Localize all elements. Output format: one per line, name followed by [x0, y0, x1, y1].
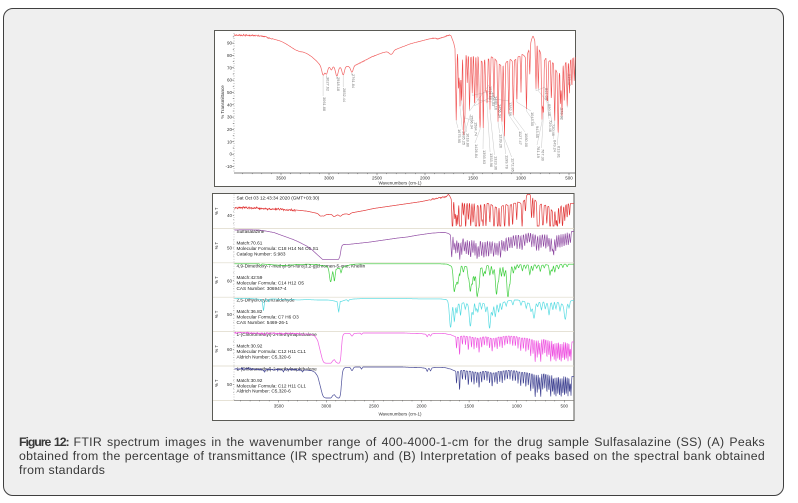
- svg-text:% Transmittance: % Transmittance: [220, 85, 225, 119]
- svg-text:720.46: 720.46: [551, 124, 556, 136]
- svg-text:Molecular Formula: C12 H11 CL: Molecular Formula: C12 H11 CL1: [237, 349, 307, 354]
- svg-text:3061.88: 3061.88: [322, 97, 327, 111]
- svg-text:Sulfasalazine: Sulfasalazine: [237, 229, 265, 234]
- svg-text:50: 50: [227, 382, 233, 387]
- svg-text:729.48: 729.48: [548, 120, 553, 132]
- svg-text:Molecular Formula: C12 H11 CL: Molecular Formula: C12 H11 CL1: [237, 383, 307, 388]
- svg-text:Match:42:59: Match:42:59: [237, 275, 263, 280]
- svg-text:10: 10: [227, 139, 233, 144]
- svg-text:1393.63: 1393.63: [482, 150, 487, 164]
- svg-text:3000: 3000: [321, 404, 332, 409]
- svg-text:2500: 2500: [369, 404, 380, 409]
- svg-text:2,5-Dihydroxybenzaldehyde: 2,5-Dihydroxybenzaldehyde: [237, 298, 296, 303]
- svg-text:781.19: 781.19: [536, 146, 541, 158]
- svg-text:3027.62: 3027.62: [325, 77, 330, 91]
- svg-text:1127.47: 1127.47: [518, 131, 523, 145]
- svg-text:Match:30.92: Match:30.92: [237, 378, 263, 383]
- svg-text:% T: % T: [214, 276, 219, 284]
- svg-text:0: 0: [229, 152, 232, 157]
- svg-text:1596.34: 1596.34: [470, 115, 475, 130]
- svg-text:1584.74: 1584.74: [474, 122, 479, 137]
- svg-text:1675.95: 1675.95: [457, 129, 462, 143]
- svg-text:% T: % T: [214, 241, 219, 249]
- svg-text:Match:30.92: Match:30.92: [237, 344, 263, 349]
- svg-text:Wavenumbers (cm-1): Wavenumbers (cm-1): [378, 412, 422, 417]
- svg-text:40: 40: [227, 102, 233, 107]
- svg-text:60: 60: [227, 278, 233, 283]
- svg-text:1618.80: 1618.80: [466, 133, 471, 148]
- svg-text:1456.34: 1456.34: [498, 104, 503, 119]
- svg-text:1000: 1000: [512, 404, 523, 409]
- svg-text:3500: 3500: [274, 404, 285, 409]
- svg-text:1172.85: 1172.85: [511, 158, 516, 172]
- svg-text:Aldrich Number: C5,320-6: Aldrich Number: C5,320-6: [237, 354, 292, 359]
- svg-text:% T: % T: [214, 310, 219, 318]
- svg-text:20: 20: [227, 127, 233, 132]
- svg-text:Molecular Formula: C7 H6 O3: Molecular Formula: C7 H6 O3: [237, 314, 300, 319]
- svg-text:50: 50: [227, 246, 233, 251]
- svg-text:1508.33: 1508.33: [491, 92, 496, 106]
- svg-text:Match:36.82: Match:36.82: [237, 309, 263, 314]
- svg-text:Molecular Formula: C14 H12 O5: Molecular Formula: C14 H12 O5: [237, 280, 305, 285]
- svg-text:767.30: 767.30: [541, 149, 546, 162]
- svg-text:Sat Oct 03 12:43:34 2020 (GMT+: Sat Oct 03 12:43:34 2020 (GMT+03:30): [237, 196, 320, 201]
- svg-text:CAS Number: 5469-26-1: CAS Number: 5469-26-1: [237, 320, 289, 325]
- svg-text:90: 90: [227, 41, 233, 46]
- svg-text:1483.16: 1483.16: [494, 96, 499, 110]
- svg-text:1-(Chloromethyl)-2-methylnapht: 1-(Chloromethyl)-2-methylnaphthalene: [237, 332, 318, 337]
- svg-text:1282.56: 1282.56: [508, 102, 513, 116]
- svg-text:943.55: 943.55: [535, 126, 540, 138]
- svg-text:2852.44: 2852.44: [342, 88, 347, 103]
- svg-text:2500: 2500: [372, 176, 383, 181]
- svg-text:3000: 3000: [324, 176, 335, 181]
- svg-text:% T: % T: [214, 345, 219, 353]
- svg-text:Wavenumbers (cm-1): Wavenumbers (cm-1): [378, 181, 422, 186]
- svg-text:2000: 2000: [420, 176, 431, 181]
- svg-text:30: 30: [227, 115, 233, 120]
- svg-text:1500: 1500: [468, 176, 479, 181]
- svg-text:Catalog Number: S:983: Catalog Number: S:983: [237, 252, 286, 257]
- svg-text:3500: 3500: [276, 176, 287, 181]
- svg-text:Molecular Formula: C18 H14 N4: Molecular Formula: C18 H14 N4 O5 S1: [237, 246, 319, 251]
- svg-text:1500: 1500: [464, 404, 475, 409]
- svg-text:60: 60: [227, 78, 233, 83]
- svg-text:1199.78: 1199.78: [505, 155, 510, 169]
- svg-text:649.24: 649.24: [552, 140, 557, 153]
- svg-text:1043.55: 1043.55: [530, 112, 535, 126]
- svg-text:1353.98: 1353.98: [489, 153, 494, 167]
- svg-text:70: 70: [227, 65, 233, 70]
- svg-text:Aldrich Number: C5,320-6: Aldrich Number: C5,320-6: [237, 389, 292, 394]
- svg-text:500: 500: [561, 404, 569, 409]
- svg-text:820.48: 820.48: [547, 104, 552, 116]
- svg-text:40: 40: [227, 213, 233, 218]
- svg-text:1080.00: 1080.00: [524, 133, 529, 148]
- svg-text:1239.26: 1239.26: [499, 134, 504, 148]
- svg-text:2761.84: 2761.84: [351, 74, 356, 89]
- svg-text:4,9-Dimethoxy-7-methyl-5H-furo: 4,9-Dimethoxy-7-methyl-5H-furo[3,2-g]chr…: [237, 264, 366, 269]
- svg-text:1635.25: 1635.25: [462, 131, 467, 145]
- svg-text:80: 80: [227, 53, 233, 58]
- svg-text:Match:70.61: Match:70.61: [237, 241, 263, 246]
- svg-text:500: 500: [565, 176, 573, 181]
- svg-text:60: 60: [227, 347, 233, 352]
- svg-text:1000: 1000: [516, 176, 527, 181]
- svg-text:% T: % T: [214, 379, 219, 387]
- svg-text:1426.84: 1426.84: [474, 144, 479, 159]
- svg-text:% T: % T: [214, 207, 219, 215]
- svg-text:613.81: 613.81: [556, 146, 561, 158]
- svg-text:2918.18: 2918.18: [336, 77, 341, 91]
- svg-text:844.09: 844.09: [544, 88, 549, 100]
- svg-text:CAS Number: 306947-4: CAS Number: 306947-4: [237, 286, 287, 291]
- svg-text:2000: 2000: [416, 404, 427, 409]
- svg-text:50: 50: [227, 90, 233, 95]
- svg-text:-10: -10: [225, 164, 232, 169]
- svg-text:1323.36: 1323.36: [494, 156, 499, 170]
- svg-text:50: 50: [227, 312, 233, 317]
